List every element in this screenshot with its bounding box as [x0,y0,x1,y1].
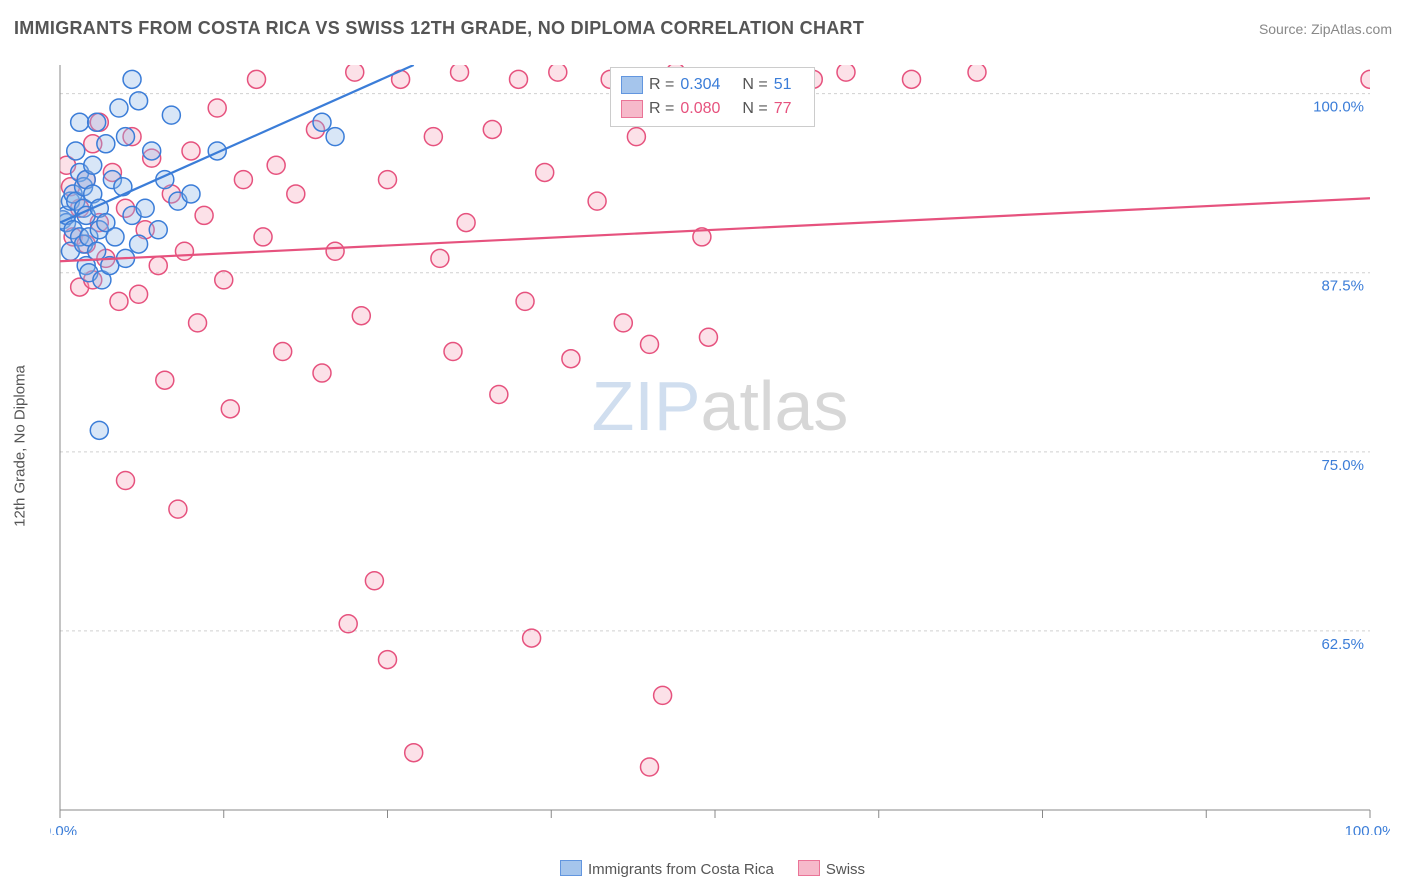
chart-title: IMMIGRANTS FROM COSTA RICA VS SWISS 12TH… [14,18,864,39]
series-legend: Immigrants from Costa Rica Swiss [560,860,865,878]
legend-swatch [621,76,643,94]
svg-text:62.5%: 62.5% [1321,636,1364,653]
svg-text:100.0%: 100.0% [1313,99,1364,116]
legend-swatch [798,860,820,876]
legend-item-swiss: Swiss [798,860,865,878]
y-axis-label: 12th Grade, No Diploma [12,365,29,527]
legend-item-costarica: Immigrants from Costa Rica [560,860,774,878]
legend-row-costarica: R =0.304N = 51 [621,73,804,97]
r-value: 0.080 [680,97,736,121]
svg-text:0.0%: 0.0% [50,823,77,835]
correlation-legend: R =0.304N = 51 R =0.080N = 77 [610,67,815,127]
n-value: 51 [774,73,804,97]
plot-container: 0.0%100.0%75.0%100.0%62.5%87.5% ZIPatlas… [50,55,1390,835]
n-label: N = [742,73,767,97]
svg-text:75.0%: 75.0% [1321,457,1364,474]
r-label: R = [649,73,674,97]
r-label: R = [649,97,674,121]
legend-label: Immigrants from Costa Rica [588,861,774,878]
svg-text:87.5%: 87.5% [1321,278,1364,295]
n-label: N = [742,97,767,121]
legend-swatch [560,860,582,876]
legend-swatch [621,100,643,118]
n-value: 77 [774,97,804,121]
chart-header: IMMIGRANTS FROM COSTA RICA VS SWISS 12TH… [14,18,1392,39]
legend-label: Swiss [826,861,865,878]
svg-text:100.0%: 100.0% [1345,823,1390,835]
legend-row-swiss: R =0.080N = 77 [621,97,804,121]
source-attribution: Source: ZipAtlas.com [1259,21,1392,37]
r-value: 0.304 [680,73,736,97]
scatter-plot: 0.0% 100.0% 75.0% 100.0% 62.5% 87.5% [50,55,1390,835]
